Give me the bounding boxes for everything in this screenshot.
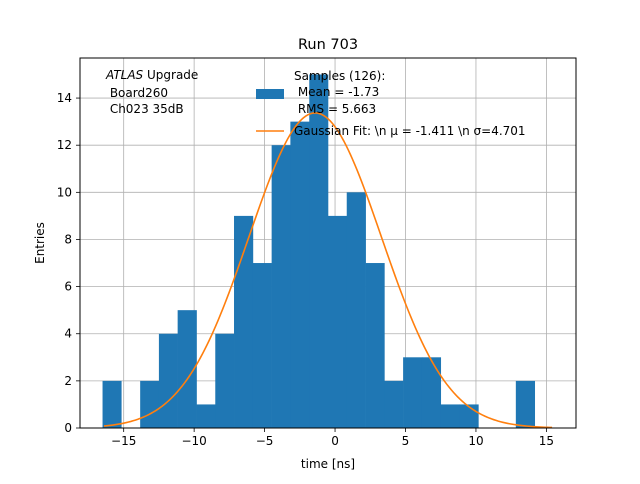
legend-samples-swatch xyxy=(256,89,284,99)
annotation-line-1: ATLAS Upgrade xyxy=(105,68,198,82)
y-tick-label: 4 xyxy=(64,327,72,341)
y-axis-ticks: 0 2 4 6 8 10 12 14 xyxy=(57,91,80,435)
atlas-annotation: ATLAS Upgrade Board260 Ch023 35dB xyxy=(105,68,198,116)
histogram-bar xyxy=(459,404,479,428)
y-tick-label: 2 xyxy=(64,374,72,388)
histogram-bar xyxy=(328,215,348,428)
histogram-bar xyxy=(234,215,254,428)
histogram-bar xyxy=(140,380,160,428)
plot-frame xyxy=(79,57,577,429)
histogram-bar xyxy=(421,357,442,428)
legend-samples-line-1: Samples (126): xyxy=(294,69,385,83)
legend-samples-line-3: RMS = 5.663 xyxy=(294,102,376,116)
y-tick-label: 0 xyxy=(64,421,72,435)
chart-title: Run 703 xyxy=(298,37,358,53)
histogram-bar xyxy=(515,380,536,428)
histogram-bar xyxy=(252,263,272,428)
x-tick-label: −15 xyxy=(111,434,136,448)
histogram-bar xyxy=(309,74,329,428)
y-tick-label: 12 xyxy=(57,138,72,152)
annotation-line-2: Board260 xyxy=(106,86,168,100)
histogram-bar xyxy=(440,404,460,428)
y-tick-label: 10 xyxy=(57,185,72,199)
x-tick-label: 0 xyxy=(331,434,339,448)
histogram-bar xyxy=(384,380,404,428)
y-tick-label: 14 xyxy=(57,91,72,105)
histogram-bar xyxy=(158,333,178,428)
y-axis-label: Entries xyxy=(33,222,47,264)
histogram-bar xyxy=(102,380,122,428)
histogram-bar xyxy=(215,333,235,428)
histogram-bar xyxy=(365,263,385,428)
legend: Samples (126): Mean = -1.73 RMS = 5.663 … xyxy=(256,69,526,138)
fit-curve xyxy=(103,112,553,429)
gaussian-fit xyxy=(103,112,553,429)
x-tick-label: 15 xyxy=(539,434,554,448)
histogram-bar xyxy=(403,357,423,428)
y-tick-label: 6 xyxy=(64,280,72,294)
x-tick-label: 5 xyxy=(402,434,410,448)
histogram-bars xyxy=(102,74,536,429)
histogram-bar xyxy=(196,404,216,428)
histogram-bar xyxy=(346,192,366,428)
x-axis-label: time [ns] xyxy=(301,457,355,471)
histogram-bar xyxy=(290,121,310,429)
x-tick-label: 10 xyxy=(468,434,483,448)
annotation-line-3: Ch023 35dB xyxy=(106,102,184,116)
x-tick-label: −5 xyxy=(256,434,274,448)
y-tick-label: 8 xyxy=(64,232,72,246)
x-tick-label: −10 xyxy=(181,434,206,448)
upgrade-label: Upgrade xyxy=(143,68,198,82)
x-axis-ticks: −15 −10 −5 0 5 10 15 xyxy=(111,428,554,448)
histogram-bar xyxy=(271,145,291,428)
legend-samples-line-2: Mean = -1.73 xyxy=(294,85,379,99)
atlas-label: ATLAS xyxy=(105,68,144,82)
histogram-bar xyxy=(177,310,197,428)
legend-fit-label: Gaussian Fit: \n μ = -1.411 \n σ=4.701 xyxy=(294,124,526,138)
